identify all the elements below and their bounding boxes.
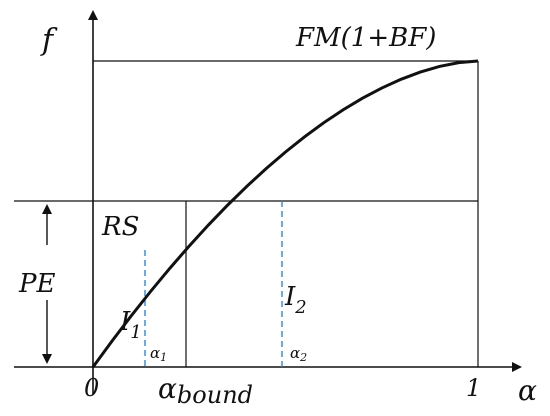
alpha1-label: α1 — [150, 344, 167, 364]
rs-label: RS — [101, 212, 139, 242]
x-tick-alpha-bound: αbound — [158, 372, 253, 409]
alpha2-label: α2 — [290, 344, 307, 364]
x-tick-one: 1 — [466, 374, 481, 402]
pe-label: PE — [18, 269, 55, 299]
max-value-label: FM(1+BF) — [295, 23, 436, 53]
x-axis-label: α — [518, 374, 537, 407]
f-curve — [91, 59, 479, 368]
x-tick-zero: 0 — [84, 374, 99, 402]
i2-label: I2 — [284, 282, 307, 318]
i1-label: I1 — [119, 307, 142, 343]
y-axis-label: f — [40, 23, 58, 58]
